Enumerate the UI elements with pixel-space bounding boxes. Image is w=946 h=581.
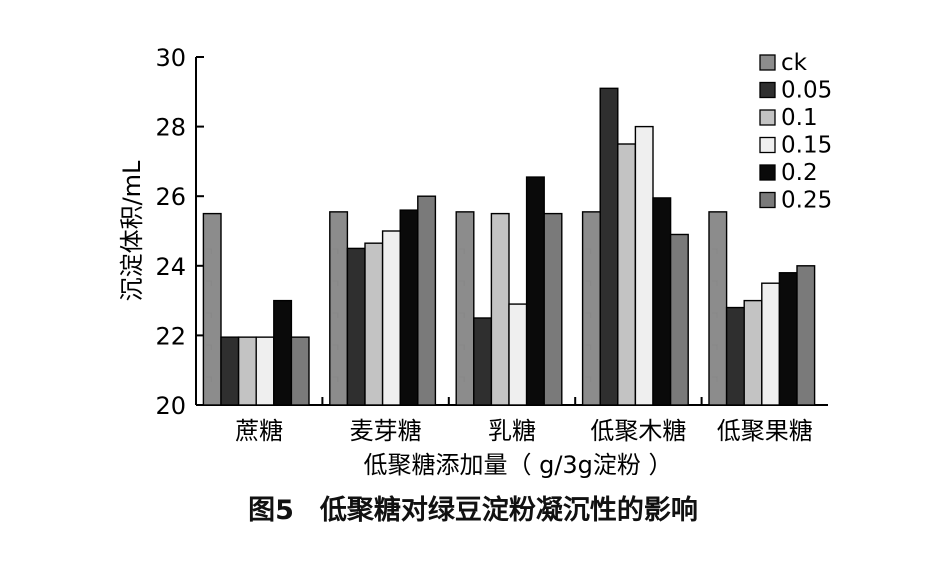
bar-pattern-mark <box>459 280 465 286</box>
y-tick-label: 24 <box>155 253 186 281</box>
y-axis-label: 沉淀体积/mL <box>118 160 146 301</box>
legend-swatch <box>759 136 776 154</box>
bar-pattern-mark <box>332 312 339 318</box>
bar-series-5 <box>290 336 310 406</box>
bar-pattern-mark <box>206 344 212 350</box>
bar-pattern-mark <box>206 248 212 254</box>
legend-label: 0.15 <box>781 133 832 159</box>
bar-pattern-mark <box>712 280 718 286</box>
bar-series-3 <box>255 336 275 406</box>
bar-ck <box>455 211 475 406</box>
bar-pattern-mark <box>585 280 592 286</box>
legend-label: 0.05 <box>781 78 832 104</box>
bar-pattern-mark <box>459 376 465 382</box>
x-axis-label: 低聚糖添加量（ g/3g淀粉 ） <box>363 451 672 479</box>
axes: 20 22 24 26 28 30 沉淀体积/mL 蔗糖 麦芽糖 乳糖 低聚木糖 低聚果糖低聚糖添加量… <box>118 44 828 479</box>
bars <box>202 87 816 406</box>
bar-pattern-mark <box>712 344 718 350</box>
legend-swatch <box>759 191 776 209</box>
bar-ck <box>708 211 728 406</box>
bar-pattern-mark <box>459 344 465 350</box>
bar-pattern-mark <box>332 376 339 382</box>
bar-pattern-mark <box>332 248 339 254</box>
bar-series-1 <box>220 336 240 406</box>
bar-pattern-mark <box>585 248 592 254</box>
legend-label: 0.25 <box>781 188 832 214</box>
bar-pattern-mark <box>712 248 718 254</box>
bar-pattern-mark <box>459 248 465 254</box>
legend-swatch <box>759 54 776 71</box>
bar-series-3 <box>508 303 528 406</box>
y-tick-label: 22 <box>155 322 186 350</box>
x-category-label: 低聚木糖 <box>590 417 686 445</box>
bar-pattern-mark <box>332 280 339 286</box>
bar-pattern-mark <box>206 312 212 318</box>
bar-pattern-mark <box>206 376 212 382</box>
x-category-label: 蔗糖 <box>235 417 283 445</box>
bar-pattern-mark <box>712 312 718 318</box>
bar-pattern-mark <box>712 376 718 382</box>
legend: ck0.050.10.150.20.25 <box>759 50 832 214</box>
caption-number: 图5 <box>248 495 294 526</box>
bar-series-4 <box>399 209 419 406</box>
legend-label: 0.1 <box>781 105 818 131</box>
legend-label: 0.2 <box>781 160 818 186</box>
bar-pattern-mark <box>585 344 592 350</box>
y-tick-label: 28 <box>155 114 186 142</box>
bar-series-2 <box>743 299 763 406</box>
bar-series-2 <box>490 212 510 406</box>
legend-swatch <box>759 164 776 181</box>
figure-caption: 图5 低聚糖对绿豆淀粉凝沉性的影响 <box>0 488 946 527</box>
bar-series-4 <box>525 176 545 406</box>
bar-series-4 <box>652 197 672 406</box>
bar-series-2 <box>237 336 257 406</box>
bar-series-2 <box>364 242 384 406</box>
bar-series-1 <box>725 306 745 406</box>
x-category-label: 低聚果糖 <box>717 417 813 445</box>
bar-series-1 <box>599 87 619 406</box>
x-category-label: 麦芽糖 <box>350 417 422 445</box>
legend-swatch <box>759 109 776 126</box>
caption-text: 低聚糖对绿豆淀粉凝沉性的影响 <box>319 495 698 526</box>
bar-series-3 <box>761 282 781 406</box>
bar-series-1 <box>346 247 366 406</box>
bar-pattern-mark <box>459 312 465 318</box>
bar-pattern-mark <box>206 280 212 286</box>
y-tick-label: 30 <box>155 44 186 72</box>
bar-series-3 <box>634 125 654 406</box>
bar-ck <box>329 211 349 406</box>
legend-swatch <box>759 81 776 99</box>
y-tick-label: 20 <box>155 392 186 420</box>
bar-series-5 <box>669 233 689 406</box>
bar-series-4 <box>273 299 293 406</box>
y-tick-label: 26 <box>155 183 186 211</box>
legend-label: ck <box>781 50 808 76</box>
bar-series-5 <box>796 265 816 406</box>
bar-ck <box>581 211 601 406</box>
bar-pattern-mark <box>585 376 592 382</box>
bar-series-5 <box>543 212 563 406</box>
bar-series-2 <box>617 143 637 406</box>
bar-series-3 <box>381 230 401 406</box>
bar-pattern-mark <box>585 312 592 318</box>
bar-pattern-mark <box>332 344 339 350</box>
bar-series-4 <box>778 272 798 406</box>
bar-series-5 <box>417 195 437 406</box>
bar-ck <box>202 212 222 406</box>
x-category-label: 乳糖 <box>488 417 536 445</box>
bar-series-1 <box>473 317 493 406</box>
